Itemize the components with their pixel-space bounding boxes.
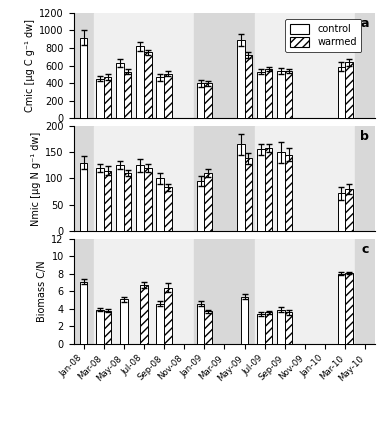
- Bar: [124, 173, 132, 231]
- Bar: [355, 13, 375, 118]
- Bar: [345, 62, 353, 118]
- Y-axis label: Nmic [μg N g⁻¹ dw]: Nmic [μg N g⁻¹ dw]: [31, 131, 41, 226]
- Bar: [74, 126, 94, 231]
- Bar: [197, 83, 204, 118]
- Bar: [136, 46, 144, 118]
- Bar: [265, 148, 272, 231]
- Bar: [116, 63, 124, 118]
- Bar: [94, 126, 194, 231]
- Bar: [194, 126, 255, 231]
- Bar: [104, 171, 111, 231]
- Bar: [144, 52, 152, 118]
- Bar: [204, 83, 212, 118]
- Bar: [80, 282, 87, 344]
- Text: b: b: [360, 130, 369, 143]
- Bar: [94, 13, 194, 118]
- Bar: [237, 144, 245, 231]
- Bar: [277, 152, 285, 231]
- Bar: [255, 126, 355, 231]
- Text: a: a: [361, 17, 369, 30]
- Bar: [194, 239, 255, 344]
- Bar: [116, 165, 124, 231]
- Bar: [285, 312, 293, 344]
- Bar: [124, 72, 132, 118]
- Bar: [197, 304, 204, 344]
- Bar: [140, 285, 148, 344]
- Bar: [345, 189, 353, 231]
- Bar: [265, 69, 272, 118]
- Bar: [257, 314, 265, 344]
- Bar: [204, 311, 212, 344]
- Bar: [337, 67, 345, 118]
- Bar: [156, 304, 164, 344]
- Bar: [156, 178, 164, 231]
- Bar: [164, 74, 172, 118]
- Bar: [285, 155, 293, 231]
- Bar: [80, 37, 87, 118]
- Bar: [337, 274, 345, 344]
- Bar: [80, 163, 87, 231]
- Bar: [255, 239, 355, 344]
- Bar: [245, 55, 252, 118]
- Bar: [74, 239, 94, 344]
- Bar: [285, 71, 293, 118]
- Bar: [255, 13, 355, 118]
- Bar: [337, 193, 345, 231]
- Bar: [136, 165, 144, 231]
- Bar: [96, 79, 104, 118]
- Bar: [204, 173, 212, 231]
- Bar: [265, 312, 272, 344]
- Y-axis label: Biomass C/N: Biomass C/N: [37, 261, 47, 322]
- Bar: [355, 239, 375, 344]
- Bar: [245, 158, 252, 231]
- Bar: [164, 187, 172, 231]
- Bar: [164, 288, 172, 344]
- Bar: [74, 13, 94, 118]
- Bar: [257, 150, 265, 231]
- Bar: [156, 77, 164, 118]
- Bar: [96, 168, 104, 231]
- Bar: [94, 239, 194, 344]
- Legend: control, warmed: control, warmed: [285, 19, 361, 52]
- Bar: [120, 299, 128, 344]
- Bar: [345, 273, 353, 344]
- Bar: [355, 126, 375, 231]
- Bar: [194, 13, 255, 118]
- Bar: [197, 181, 204, 231]
- Bar: [104, 310, 111, 344]
- Bar: [144, 168, 152, 231]
- Bar: [104, 77, 111, 118]
- Bar: [96, 310, 104, 344]
- Bar: [257, 72, 265, 118]
- Bar: [277, 310, 285, 344]
- Bar: [277, 71, 285, 118]
- Bar: [237, 40, 245, 118]
- Bar: [241, 297, 248, 344]
- Y-axis label: Cmic [μg C g⁻¹ dw]: Cmic [μg C g⁻¹ dw]: [25, 19, 35, 112]
- Text: c: c: [362, 243, 369, 256]
